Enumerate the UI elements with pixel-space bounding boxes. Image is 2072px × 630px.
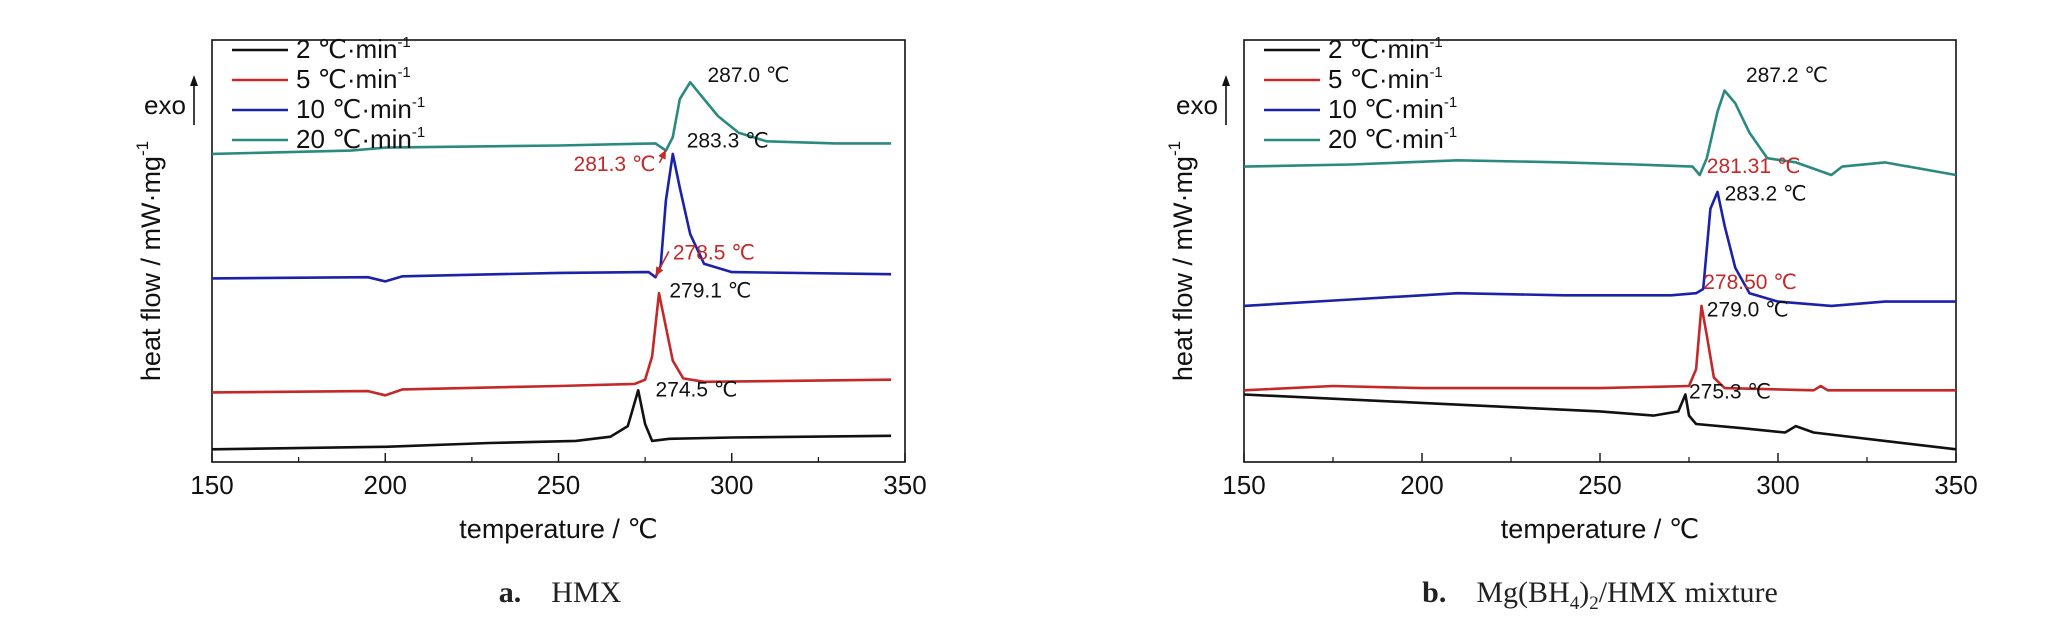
legend-entry-sup: -1 [397, 64, 410, 81]
legend-entry-text: 2 ℃·min [296, 34, 397, 64]
legend-entry-text: 2 ℃·min [1328, 34, 1429, 64]
legend-entry-text: 20 ℃·min [296, 124, 412, 154]
exo-arrow-head [1222, 75, 1230, 86]
x-tick-label: 350 [1934, 470, 1977, 500]
legend-entry-0: 2 ℃·min-1 [296, 34, 411, 64]
legend-entry-2: 10 ℃·min-1 [296, 94, 425, 124]
caption-tail: /HMX mixture [1599, 576, 1778, 609]
legend-entry-sup: -1 [1429, 34, 1442, 51]
series-line-3 [211, 80, 892, 156]
panel-a: 150 200 250 300 350 temperature / ℃ heat flow … [133, 34, 927, 609]
x-tick-label: 250 [537, 470, 580, 500]
x-tick-label: 250 [1578, 470, 1621, 500]
caption-letter: b. [1422, 576, 1446, 609]
peak-annotation: 287.2 ℃ [1746, 64, 1828, 87]
figure-caption: b. Mg(BH4)2/HMX mixture [1422, 576, 1778, 614]
exo-label: exo [144, 90, 186, 120]
legend-entry-sup: -1 [1444, 124, 1457, 141]
peak-annotation: 279.1 ℃ [669, 279, 751, 302]
y-axis-label-text: heat flow / mW·mg [1168, 156, 1198, 381]
legend-entry-sup: -1 [1429, 64, 1442, 81]
peak-annotation: 283.2 ℃ [1725, 182, 1807, 205]
legend-entry-3: 20 ℃·min-1 [1328, 124, 1457, 154]
series-line-2 [1243, 190, 1956, 308]
caption-text: Mg(BH [1476, 576, 1569, 609]
y-axis-label: heat flow / mW·mg-1 [133, 141, 166, 381]
x-tick-label: 300 [710, 470, 753, 500]
peak-annotation: 287.0 ℃ [707, 64, 789, 87]
series-line-2 [211, 152, 892, 283]
legend-entry-text: 20 ℃·min [1328, 124, 1444, 154]
legend-entry-text: 5 ℃·min [296, 64, 397, 94]
series-line-3 [1243, 89, 1957, 177]
x-tick-label: 200 [364, 470, 407, 500]
legend-entry-text: 10 ℃·min [1328, 94, 1444, 124]
peak-annotation: 274.5 ℃ [656, 379, 738, 402]
legend-entry-3: 20 ℃·min-1 [296, 124, 425, 154]
peak-annotation: 281.31 ℃ [1707, 155, 1801, 178]
caption-gap [1446, 576, 1476, 609]
caption-sub: 4 [1570, 593, 1580, 614]
legend-entry-1: 5 ℃·min-1 [296, 64, 411, 94]
x-tick-label: 150 [190, 470, 233, 500]
panel-b: 150 200 250 300 350 temperature / ℃ heat flow … [1165, 34, 1978, 614]
x-axis-label: temperature / ℃ [459, 514, 657, 544]
annotation-arrowhead [655, 266, 664, 277]
exo-arrow-head [190, 75, 198, 86]
legend-entry-text: 10 ℃·min [296, 94, 412, 124]
series-line-1 [1243, 304, 1956, 392]
caption-mid: ) [1579, 576, 1589, 609]
figure-caption: a. HMX [499, 576, 622, 609]
caption-gap [521, 576, 551, 609]
series-line-0 [211, 389, 892, 451]
legend-entry-sup: -1 [397, 34, 410, 51]
peak-annotation: 279.0 ℃ [1707, 298, 1789, 321]
legend-entry-sup: -1 [412, 94, 425, 111]
legend-entry-1: 5 ℃·min-1 [1328, 64, 1443, 94]
legend-entry-sup: -1 [412, 124, 425, 141]
x-tick-label: 300 [1756, 470, 1799, 500]
y-axis-label-sup: -1 [1165, 141, 1184, 156]
caption-text: HMX [551, 576, 621, 609]
series-line-1 [211, 291, 892, 397]
peak-annotation: 275.3 ℃ [1689, 381, 1771, 404]
legend-entry-sup: -1 [1444, 94, 1457, 111]
peak-annotation: 281.3 ℃ [574, 153, 656, 176]
x-tick-label: 150 [1222, 470, 1265, 500]
peak-annotation: 278.5 ℃ [673, 241, 755, 264]
y-axis-label: heat flow / mW·mg-1 [1165, 141, 1198, 381]
legend-entry-2: 10 ℃·min-1 [1328, 94, 1457, 124]
caption-sub: 2 [1589, 593, 1599, 614]
x-tick-label: 200 [1400, 470, 1443, 500]
legend-entry-0: 2 ℃·min-1 [1328, 34, 1443, 64]
y-axis-label-sup: -1 [133, 141, 152, 156]
annotation-arrowhead [658, 149, 666, 160]
caption-letter: a. [499, 576, 522, 609]
series-line-0 [1243, 393, 1957, 451]
y-axis-label-text: heat flow / mW·mg [136, 156, 166, 381]
peak-annotation: 278.50 ℃ [1703, 271, 1797, 294]
exo-label: exo [1176, 90, 1218, 120]
peak-annotation: 283.3 ℃ [687, 130, 769, 153]
x-tick-label: 350 [883, 470, 926, 500]
x-axis-label: temperature / ℃ [1501, 514, 1699, 544]
legend-entry-text: 5 ℃·min [1328, 64, 1429, 94]
